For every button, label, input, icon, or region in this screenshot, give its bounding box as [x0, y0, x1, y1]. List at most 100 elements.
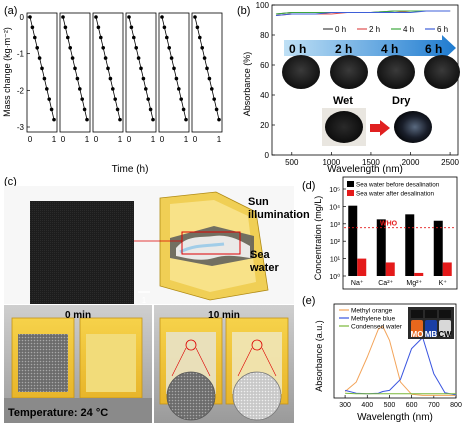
a-data-point — [63, 25, 68, 30]
time-label-2: 4 h — [381, 42, 398, 56]
a-data-point — [66, 35, 70, 40]
panel-d-ticks: 10⁰ 10¹ 10² 10³ 10⁴ 10⁵ Na⁺ Ca²⁺ Mg²⁺ K⁺ — [329, 187, 447, 287]
a-data-point — [129, 25, 134, 30]
a-data-point — [136, 56, 141, 60]
b-xtick-label: 2000 — [402, 158, 420, 167]
panel-b-ticks: 0 20 40 60 80 100 500 1000 1500 2000 2500 — [256, 1, 460, 167]
d-xtick-label: Na⁺ — [351, 280, 364, 287]
b-xtick-label: 1000 — [322, 158, 340, 167]
panel-d-ylabel: Concentration (mg/L) — [313, 196, 323, 281]
a-ytick-label: -3 — [17, 123, 25, 132]
b-xtick-label: 500 — [285, 158, 299, 167]
disk-4h — [377, 55, 415, 89]
a-data-point — [33, 35, 37, 40]
a-data-point — [94, 15, 98, 19]
a-data-point — [146, 97, 150, 101]
a-data-point — [177, 87, 181, 91]
a-data-point — [68, 46, 72, 50]
d-ytick-label: 10² — [330, 239, 341, 246]
d-bar — [442, 262, 452, 276]
sea-label-line2: water — [249, 262, 279, 274]
a-xtick-label: 1 — [151, 135, 156, 144]
b-ytick-label: 100 — [256, 1, 270, 10]
a-data-point — [70, 56, 75, 60]
a-cycle-frame — [125, 12, 157, 133]
a-data-point — [106, 66, 110, 71]
d-ytick-label: 10⁰ — [329, 273, 340, 281]
a-xtick-label: 0 — [193, 135, 198, 144]
black-fabric — [30, 201, 134, 304]
a-data-point — [144, 87, 148, 91]
d-xtick-label: Ca²⁺ — [378, 280, 393, 287]
a-xtick-label: 0 — [28, 135, 33, 144]
a-data-point — [210, 87, 214, 91]
wet-label: Wet — [333, 95, 353, 107]
a-data-point — [113, 97, 117, 101]
b-ytick-label: 20 — [260, 121, 269, 130]
sea-label-line1: Sea — [250, 249, 270, 261]
a-xtick-label: 0 — [94, 135, 99, 144]
panel-b-xlabel: Wavelength (nm) — [327, 164, 403, 175]
a-data-point — [99, 35, 103, 40]
b-legend-label: 0 h — [335, 25, 346, 34]
time-label-1: 2 h — [335, 42, 352, 56]
a-ytick-label: -2 — [17, 86, 25, 95]
a-data-point — [40, 66, 44, 71]
panel-e-ticks: 300 400 500 600 700 800 — [339, 395, 462, 409]
time-10-min-label: 10 min — [208, 310, 240, 321]
a-data-point — [179, 97, 183, 101]
sun-label-line2: illumination — [248, 209, 310, 221]
d-bar — [348, 205, 358, 276]
d-bar — [357, 258, 367, 276]
panel-a-xlabel: Time (h) — [112, 164, 149, 175]
a-data-point — [132, 35, 136, 40]
a-data-point — [78, 87, 82, 91]
a-data-point — [85, 117, 89, 122]
a-data-point — [200, 46, 204, 50]
panel-e-label: (e) — [302, 295, 315, 307]
a-data-point — [195, 25, 200, 30]
panel-a-label: (a) — [4, 5, 17, 17]
a-data-point — [75, 76, 80, 81]
a-xtick-label: 1 — [217, 135, 222, 144]
wet-disk — [325, 111, 363, 143]
d-ytick-label: 10⁵ — [329, 187, 340, 194]
a-data-point — [207, 76, 212, 81]
panel-c: (c) 1 Sun illumination Sea water — [4, 176, 310, 423]
a-ytick-label: -1 — [17, 50, 25, 59]
panel-b-series — [275, 10, 451, 16]
panel-d-label: (d) — [302, 180, 315, 192]
a-data-point — [165, 35, 169, 40]
a-data-point — [73, 66, 77, 71]
a-data-point — [198, 35, 202, 40]
a-xtick-label: 0 — [127, 135, 132, 144]
a-data-point — [101, 46, 105, 50]
panel-d-bars — [348, 205, 452, 276]
a-data-point — [202, 56, 207, 60]
a-data-point — [134, 46, 138, 50]
e-series-line — [345, 392, 456, 395]
a-data-point — [42, 76, 47, 81]
d-legend-label: Sea water after desalination — [356, 191, 435, 198]
a-data-point — [47, 97, 51, 101]
panel-a-ylabel: Mass change (kg·m⁻²) — [2, 27, 12, 117]
a-ytick-label: 0 — [20, 13, 25, 22]
a-data-point — [169, 56, 174, 60]
a-xtick-label: 0 — [160, 135, 165, 144]
a-data-point — [217, 117, 221, 122]
a-data-point — [214, 107, 219, 112]
disk-6h — [424, 55, 460, 89]
d-legend-swatch — [347, 190, 354, 196]
panel-b-ylabel: Absorbance (%) — [242, 52, 252, 117]
a-cycle-frame — [26, 12, 58, 133]
b-ytick-label: 40 — [260, 91, 269, 100]
dry-label: Dry — [392, 95, 411, 107]
panel-b-label: (b) — [237, 5, 250, 17]
a-cycle-frame — [59, 12, 91, 133]
e-xtick-label: 700 — [428, 402, 440, 409]
vial-label-mo: MO — [411, 330, 424, 339]
panel-c-label: (c) — [4, 176, 17, 188]
d-ytick-label: 10¹ — [330, 257, 341, 264]
